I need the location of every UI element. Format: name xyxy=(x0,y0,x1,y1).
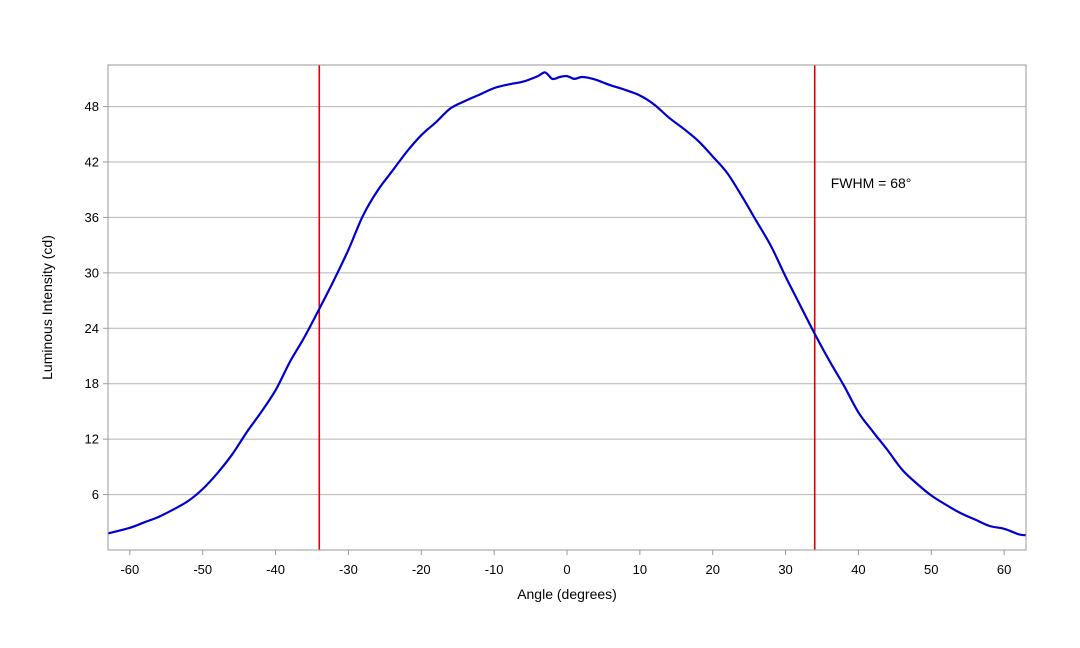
x-tick-label: 10 xyxy=(633,562,647,577)
x-tick-label: -30 xyxy=(339,562,358,577)
x-axis-ticks: -60 -50 -40 -30 -20 -10 0 10 20 30 40 50 60 xyxy=(120,550,1011,577)
y-tick-label: 36 xyxy=(85,210,99,225)
fwhm-markers xyxy=(318,65,816,550)
x-tick-label: -40 xyxy=(266,562,285,577)
y-tick-label: 42 xyxy=(85,155,99,170)
y-tick-label: 30 xyxy=(85,265,99,280)
y-tick-label: 18 xyxy=(85,376,99,391)
x-tick-label: -20 xyxy=(412,562,431,577)
y-tick-label: 12 xyxy=(85,432,99,447)
fwhm-annotation: FWHM = 68° xyxy=(831,175,912,191)
x-tick-label: -10 xyxy=(485,562,504,577)
y-axis-title: Luminous Intensity (cd) xyxy=(39,235,55,380)
y-axis-ticks: 6 12 18 24 30 36 42 48 xyxy=(85,99,108,502)
x-tick-label: 0 xyxy=(563,562,570,577)
y-tick-label: 6 xyxy=(92,487,99,502)
x-tick-label: 50 xyxy=(924,562,938,577)
x-tick-label: 20 xyxy=(705,562,719,577)
gridlines xyxy=(108,106,1026,496)
x-axis-title: Angle (degrees) xyxy=(517,586,617,602)
y-tick-label: 48 xyxy=(85,99,99,114)
x-tick-label: -50 xyxy=(193,562,212,577)
intensity-series-line xyxy=(107,71,1027,537)
series-layer xyxy=(107,71,1027,537)
x-tick-label: -60 xyxy=(120,562,139,577)
y-tick-label: 24 xyxy=(85,321,99,336)
x-tick-label: 40 xyxy=(851,562,865,577)
plot-frame xyxy=(107,64,1027,551)
x-tick-label: 30 xyxy=(778,562,792,577)
x-tick-label: 60 xyxy=(997,562,1011,577)
